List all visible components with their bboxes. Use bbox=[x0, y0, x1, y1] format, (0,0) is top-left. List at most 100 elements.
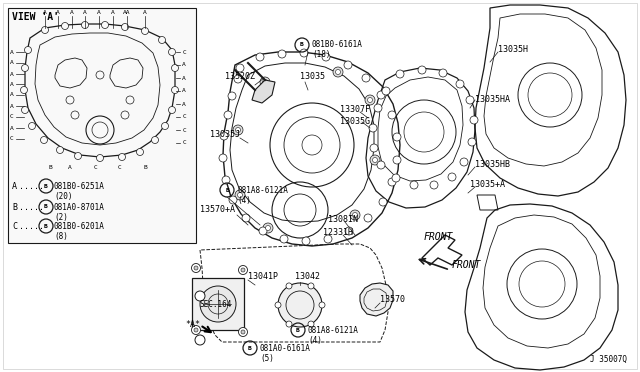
Circle shape bbox=[345, 227, 353, 235]
Text: (8): (8) bbox=[54, 232, 68, 241]
Text: A: A bbox=[182, 62, 186, 67]
Circle shape bbox=[396, 70, 404, 78]
Text: B: B bbox=[48, 165, 52, 170]
Circle shape bbox=[278, 283, 322, 327]
Circle shape bbox=[239, 266, 248, 275]
Circle shape bbox=[222, 176, 230, 184]
Text: 081B0-6161A: 081B0-6161A bbox=[312, 40, 363, 49]
Circle shape bbox=[286, 283, 292, 289]
Circle shape bbox=[319, 302, 325, 308]
Text: 13035: 13035 bbox=[300, 72, 325, 81]
Text: AA: AA bbox=[124, 10, 131, 15]
Text: B: B bbox=[44, 205, 48, 209]
Circle shape bbox=[362, 74, 370, 82]
Circle shape bbox=[370, 155, 380, 165]
Circle shape bbox=[71, 111, 79, 119]
Circle shape bbox=[374, 104, 382, 112]
Circle shape bbox=[29, 122, 35, 129]
Text: A: A bbox=[182, 102, 186, 106]
Circle shape bbox=[195, 335, 205, 345]
Bar bbox=[192, 278, 244, 330]
Text: .: . bbox=[19, 203, 24, 212]
Circle shape bbox=[22, 64, 29, 71]
Circle shape bbox=[168, 106, 175, 113]
Text: 1308IN: 1308IN bbox=[328, 215, 358, 224]
Text: .: . bbox=[24, 222, 29, 231]
Text: 12331H: 12331H bbox=[323, 228, 353, 237]
Circle shape bbox=[300, 49, 308, 57]
Circle shape bbox=[81, 22, 88, 29]
Text: C: C bbox=[12, 222, 17, 231]
Circle shape bbox=[369, 124, 377, 132]
Circle shape bbox=[470, 116, 478, 124]
Text: A: A bbox=[56, 10, 60, 15]
Text: VIEW 'A': VIEW 'A' bbox=[12, 12, 59, 22]
Circle shape bbox=[236, 64, 244, 72]
Circle shape bbox=[367, 97, 372, 103]
Circle shape bbox=[430, 181, 438, 189]
Text: .: . bbox=[39, 182, 44, 191]
Circle shape bbox=[236, 128, 241, 132]
Circle shape bbox=[302, 237, 310, 245]
Text: C: C bbox=[182, 141, 186, 145]
Text: B: B bbox=[296, 327, 300, 333]
Text: 13520Z: 13520Z bbox=[225, 72, 255, 81]
Text: .: . bbox=[24, 182, 29, 191]
Circle shape bbox=[40, 137, 47, 144]
Circle shape bbox=[136, 148, 143, 155]
Circle shape bbox=[392, 174, 400, 182]
Text: 081B0-6251A: 081B0-6251A bbox=[54, 182, 105, 191]
Text: 13035+A: 13035+A bbox=[470, 180, 505, 189]
Circle shape bbox=[24, 46, 31, 54]
Circle shape bbox=[322, 53, 330, 61]
Text: FRONT: FRONT bbox=[423, 232, 452, 242]
Circle shape bbox=[280, 235, 288, 243]
Text: .: . bbox=[34, 182, 39, 191]
Circle shape bbox=[286, 321, 292, 327]
Circle shape bbox=[102, 22, 109, 29]
Circle shape bbox=[159, 36, 166, 44]
Text: A: A bbox=[70, 10, 74, 15]
Circle shape bbox=[228, 92, 236, 100]
Circle shape bbox=[448, 173, 456, 181]
Circle shape bbox=[22, 106, 29, 113]
Text: C: C bbox=[118, 165, 122, 170]
Circle shape bbox=[121, 111, 129, 119]
Text: 13307F: 13307F bbox=[340, 105, 370, 114]
Text: A: A bbox=[182, 89, 186, 93]
Circle shape bbox=[168, 48, 175, 55]
Circle shape bbox=[200, 286, 236, 322]
Text: .: . bbox=[39, 203, 44, 212]
Bar bbox=[8, 8, 196, 243]
Text: C: C bbox=[182, 49, 186, 55]
Circle shape bbox=[191, 326, 200, 334]
Circle shape bbox=[239, 327, 248, 337]
Circle shape bbox=[460, 158, 468, 166]
Circle shape bbox=[364, 214, 372, 222]
Circle shape bbox=[370, 144, 378, 152]
Text: 13042: 13042 bbox=[295, 272, 320, 281]
Text: 13035HA: 13035HA bbox=[475, 95, 510, 104]
Circle shape bbox=[42, 26, 49, 33]
Circle shape bbox=[382, 87, 390, 95]
Text: (4): (4) bbox=[308, 336, 322, 345]
Circle shape bbox=[262, 80, 268, 84]
Circle shape bbox=[122, 23, 129, 31]
Text: 081A8-6121A: 081A8-6121A bbox=[308, 326, 359, 335]
Circle shape bbox=[275, 302, 281, 308]
Circle shape bbox=[195, 291, 205, 301]
Text: A: A bbox=[43, 10, 47, 15]
Text: 081A0-6161A: 081A0-6161A bbox=[260, 344, 311, 353]
Text: (2): (2) bbox=[54, 213, 68, 222]
Text: .: . bbox=[39, 222, 44, 231]
Circle shape bbox=[466, 96, 474, 104]
Text: C: C bbox=[10, 115, 13, 119]
Circle shape bbox=[256, 53, 264, 61]
Text: *A*: *A* bbox=[185, 320, 200, 329]
Text: A: A bbox=[10, 103, 13, 109]
Text: A: A bbox=[10, 81, 13, 87]
Circle shape bbox=[237, 192, 243, 198]
Circle shape bbox=[66, 96, 74, 104]
Circle shape bbox=[377, 91, 385, 99]
Circle shape bbox=[172, 64, 179, 71]
